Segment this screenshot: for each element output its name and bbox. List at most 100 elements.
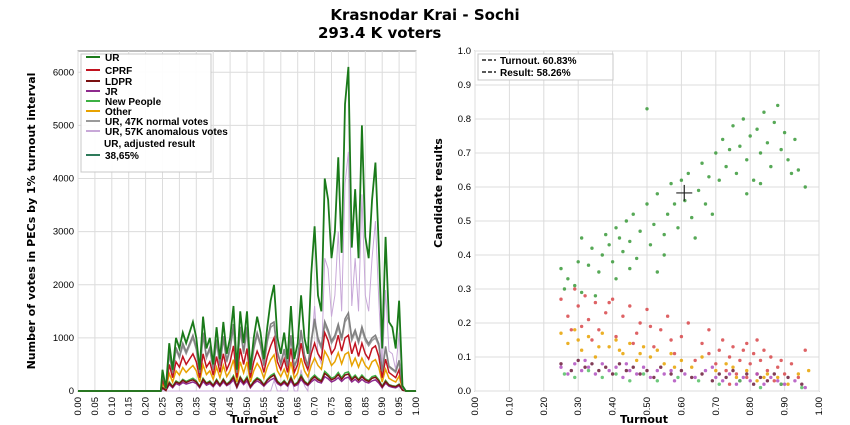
scatter-point-ur xyxy=(676,226,680,230)
scatter-point-jr xyxy=(614,365,618,369)
scatter-point-other xyxy=(579,348,584,352)
scatter-point-ldpr xyxy=(751,382,756,386)
scatter-point-ur xyxy=(793,137,797,142)
scatter-point-ur xyxy=(634,256,639,261)
scatter-point-ldpr xyxy=(652,375,656,380)
scatter-point-cprf xyxy=(607,300,611,305)
scatter-point-ur xyxy=(662,232,666,237)
scatter-point-new-people xyxy=(628,379,632,383)
left-x-axis-title: Turnout xyxy=(230,413,278,425)
scatter-point-cprf xyxy=(583,294,587,298)
scatter-point-cprf xyxy=(652,345,656,349)
scatter-point-ur xyxy=(662,253,666,257)
scatter-point-other xyxy=(762,375,766,380)
scatter-point-other xyxy=(655,348,660,352)
scatter-point-cprf xyxy=(631,341,635,346)
scatter-point-cprf xyxy=(573,287,577,291)
left-x-tick-label: 0.10 xyxy=(107,397,118,416)
left-y-tick-label: 2000 xyxy=(53,280,74,291)
scatter-point-cprf xyxy=(734,372,739,376)
left-legend-label: Other xyxy=(105,107,132,118)
scatter-point-cprf xyxy=(700,341,704,346)
series-line-cprf xyxy=(78,329,416,392)
scatter-point-other xyxy=(714,368,718,373)
scatter-point-ur xyxy=(645,107,649,111)
scatter-point-ur xyxy=(751,178,756,182)
scatter-point-ur xyxy=(604,232,608,237)
series-line-jr xyxy=(78,375,416,392)
scatter-point-ur xyxy=(769,164,773,169)
scatter-point-other xyxy=(559,331,563,335)
left-x-tick-label: 1.00 xyxy=(411,397,422,416)
scatter-point-jr xyxy=(586,365,591,369)
scatter-point-cprf xyxy=(796,375,801,380)
scatter-point-cprf xyxy=(724,368,728,373)
right-y-tick-label: 0.1 xyxy=(458,352,471,363)
scatter-point-jr xyxy=(703,368,708,373)
scatter-point-new-people xyxy=(655,379,660,383)
scatter-point-ur xyxy=(586,263,591,267)
scatter-point-ldpr xyxy=(765,379,770,383)
scatter-point-other xyxy=(641,345,646,349)
scatter-point-cprf xyxy=(586,317,591,322)
scatter-point-jr xyxy=(648,375,653,380)
scatter-point-cprf xyxy=(628,304,632,308)
scatter-point-ur xyxy=(758,181,763,186)
scatter-point-other xyxy=(724,362,728,366)
right-x-tick-label: 0.20 xyxy=(539,397,550,416)
scatter-point-ur xyxy=(710,212,715,216)
scatter-point-cprf xyxy=(741,348,746,352)
scatter-point-jr xyxy=(579,368,584,373)
scatter-point-ur xyxy=(597,270,601,274)
scatter-point-other xyxy=(586,334,591,339)
scatter-point-other xyxy=(614,338,618,342)
left-legend-label: LDPR xyxy=(105,77,133,88)
scatter-point-other xyxy=(806,368,811,373)
scatter-point-ur xyxy=(628,266,632,271)
scatter-point-ur xyxy=(741,117,746,121)
right-y-tick-label: 0.7 xyxy=(458,148,471,159)
scatter-point-new-people xyxy=(717,382,721,386)
left-x-tick-label: 0.55 xyxy=(259,397,270,416)
left-x-tick-label: 0.05 xyxy=(90,397,101,416)
result-crosshair-marker xyxy=(676,184,693,201)
scatter-point-new-people xyxy=(614,372,618,376)
scatter-point-ur xyxy=(638,229,642,233)
right-legend: Turnout. 60.83%Result: 58.26% xyxy=(477,53,614,81)
right-x-tick-label: 0.80 xyxy=(745,397,756,416)
left-x-tick-label: 0.70 xyxy=(310,397,321,416)
scatter-point-ldpr xyxy=(786,375,790,380)
turnout-votes-histogram: 0.00 0.05 0.10 0.15 0.20 0.25 0.30 0.35 0.40 0.45… xyxy=(25,50,422,425)
scatter-point-cprf xyxy=(659,328,663,332)
scatter-point-ur xyxy=(590,246,594,250)
scatter-point-ur xyxy=(696,188,701,193)
scatter-point-cprf xyxy=(634,331,639,335)
right-axes: 0.00 0.10 0.20 0.30 0.40 0.50 0.60 0.70 0.80 0.90… xyxy=(458,46,825,416)
scatter-point-ur xyxy=(734,171,739,176)
scatter-point-jr xyxy=(734,382,739,386)
scatter-point-jr xyxy=(628,368,632,373)
scatter-point-jr xyxy=(762,382,766,386)
scatter-point-ur xyxy=(614,226,618,230)
scatter-point-other xyxy=(607,345,611,349)
scatter-point-jr xyxy=(621,375,625,380)
right-y-tick-label: 0.8 xyxy=(458,114,471,125)
scatter-point-ur xyxy=(669,181,673,186)
right-legend-label: Turnout. 60.83% xyxy=(500,56,577,67)
right-y-tick-label: 0.2 xyxy=(458,318,471,329)
scatter-point-ur xyxy=(796,168,801,172)
scatter-point-other xyxy=(669,351,673,356)
scatter-point-other xyxy=(621,351,625,356)
left-x-tick-label: 0.85 xyxy=(360,397,371,416)
right-x-tick-label: 1.00 xyxy=(814,397,825,416)
scatter-point-jr xyxy=(683,372,687,376)
scatter-point-cprf xyxy=(679,334,684,339)
scatter-point-ur xyxy=(652,222,656,227)
scatter-point-cprf xyxy=(693,358,697,363)
left-x-tick-label: 0.45 xyxy=(225,397,236,416)
left-x-tick-label: 0.75 xyxy=(327,397,338,416)
scatter-point-ldpr xyxy=(717,372,721,376)
scatter-point-ur xyxy=(679,178,684,182)
scatter-point-cprf xyxy=(748,362,752,366)
scatter-point-new-people xyxy=(779,382,783,386)
